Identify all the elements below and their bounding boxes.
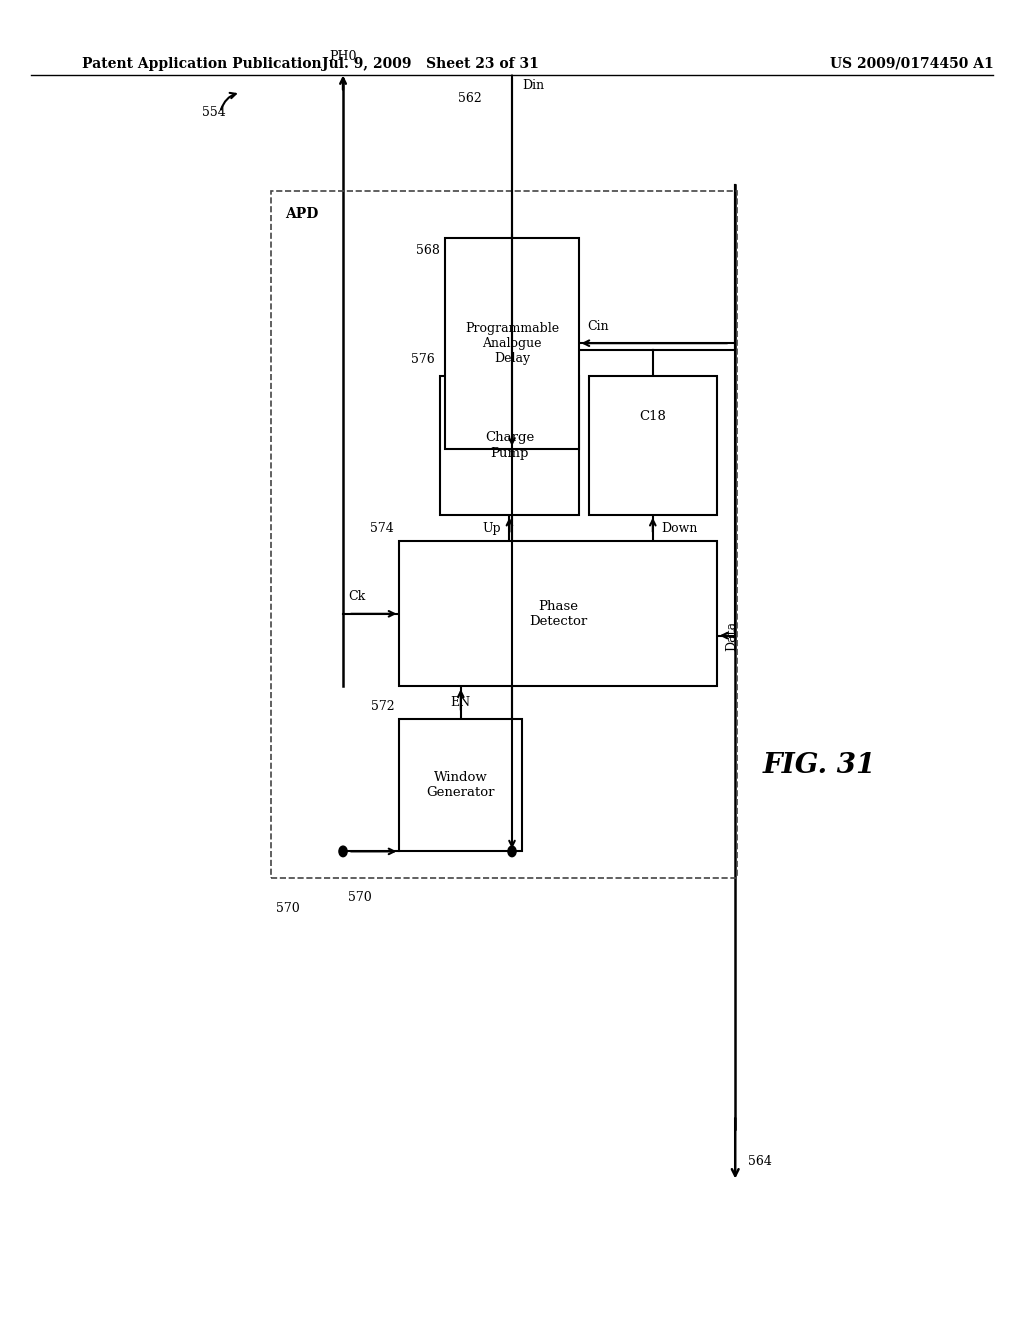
Text: Charge
Pump: Charge Pump <box>484 432 535 459</box>
Text: Ck: Ck <box>348 590 366 603</box>
Text: 562: 562 <box>458 92 481 106</box>
Text: Window
Generator: Window Generator <box>427 771 495 800</box>
Text: Jul. 9, 2009   Sheet 23 of 31: Jul. 9, 2009 Sheet 23 of 31 <box>322 57 539 71</box>
Text: Cin: Cin <box>587 319 608 333</box>
Text: Programmable
Analogue
Delay: Programmable Analogue Delay <box>465 322 559 364</box>
Bar <box>589 376 717 515</box>
Text: 570: 570 <box>348 891 372 904</box>
Bar <box>440 376 579 515</box>
Text: 572: 572 <box>371 700 394 713</box>
Text: Up: Up <box>482 521 501 535</box>
Bar <box>445 238 579 449</box>
Text: FIG. 31: FIG. 31 <box>763 752 876 779</box>
Text: 576: 576 <box>412 352 435 366</box>
Text: 574: 574 <box>371 521 394 535</box>
Text: EN: EN <box>451 696 471 709</box>
Text: 564: 564 <box>748 1155 771 1168</box>
Bar <box>399 719 522 851</box>
Text: 570: 570 <box>276 902 300 915</box>
Bar <box>271 191 737 878</box>
Circle shape <box>508 846 516 857</box>
Text: Data: Data <box>725 620 738 651</box>
Text: 568: 568 <box>417 244 440 257</box>
Text: Din: Din <box>522 79 545 92</box>
Text: 554: 554 <box>202 106 225 119</box>
Text: Phase
Detector: Phase Detector <box>529 599 587 628</box>
Text: PH0: PH0 <box>330 50 356 63</box>
Text: Down: Down <box>662 521 697 535</box>
Circle shape <box>339 846 347 857</box>
Text: C18: C18 <box>639 411 667 422</box>
Text: APD: APD <box>285 207 318 222</box>
Text: Patent Application Publication: Patent Application Publication <box>82 57 322 71</box>
Text: US 2009/0174450 A1: US 2009/0174450 A1 <box>829 57 993 71</box>
Bar <box>399 541 717 686</box>
